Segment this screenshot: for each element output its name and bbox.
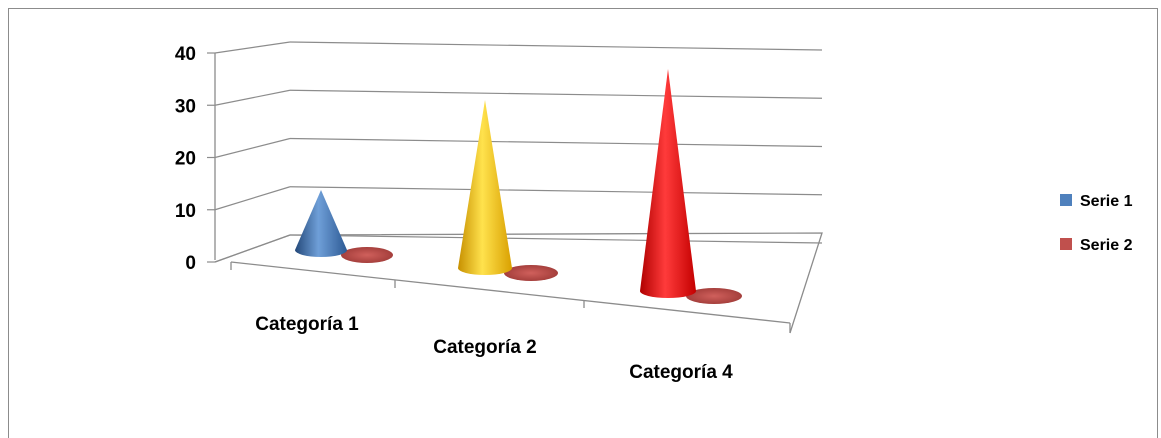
y-tick-label: 20 [175, 149, 196, 170]
category-labels: Categoría 1 Categoría 2 Categoría 4 [255, 314, 733, 383]
y-tick-label: 0 [185, 253, 196, 274]
gridline-back [289, 89, 823, 99]
gridline-back [289, 137, 823, 148]
cone-serie-1-3 [640, 69, 696, 298]
y-tick-label: 30 [175, 96, 196, 117]
legend-swatch-serie-1 [1060, 194, 1072, 206]
legend: Serie 1 Serie 2 [1060, 193, 1133, 254]
gridline-back [289, 41, 823, 51]
gridline-side [214, 89, 291, 106]
series-2-discs [341, 247, 742, 304]
gridline-back [289, 234, 823, 244]
cone-body [640, 69, 696, 298]
cone-serie-1-2 [458, 100, 512, 275]
disc-serie-2-2 [504, 265, 558, 281]
legend-label-serie-1: Serie 1 [1080, 193, 1133, 210]
cone-body [295, 190, 347, 257]
gridline-side [214, 234, 291, 263]
cone-body [458, 100, 512, 275]
floor-front-edge [230, 261, 791, 324]
category-label: Categoría 1 [255, 314, 359, 335]
y-tick-label: 40 [175, 44, 196, 65]
chart-frame [8, 8, 1158, 438]
disc-serie-2-1 [341, 247, 393, 263]
y-tick-label: 10 [175, 201, 196, 222]
category-label: Categoría 2 [433, 337, 536, 358]
disc-serie-2-3 [686, 288, 742, 304]
gridlines [214, 41, 823, 263]
y-axis-ticks: 0 10 20 30 40 [175, 44, 215, 274]
gridline-side [214, 41, 291, 54]
cone-serie-1-1 [295, 190, 347, 257]
gridline-back [289, 186, 823, 196]
legend-label-serie-2: Serie 2 [1080, 237, 1133, 254]
category-label: Categoría 4 [629, 362, 733, 383]
series-1-cones [295, 69, 696, 298]
gridline-side [214, 186, 291, 211]
legend-swatch-serie-2 [1060, 238, 1072, 250]
gridline-side [214, 137, 291, 159]
